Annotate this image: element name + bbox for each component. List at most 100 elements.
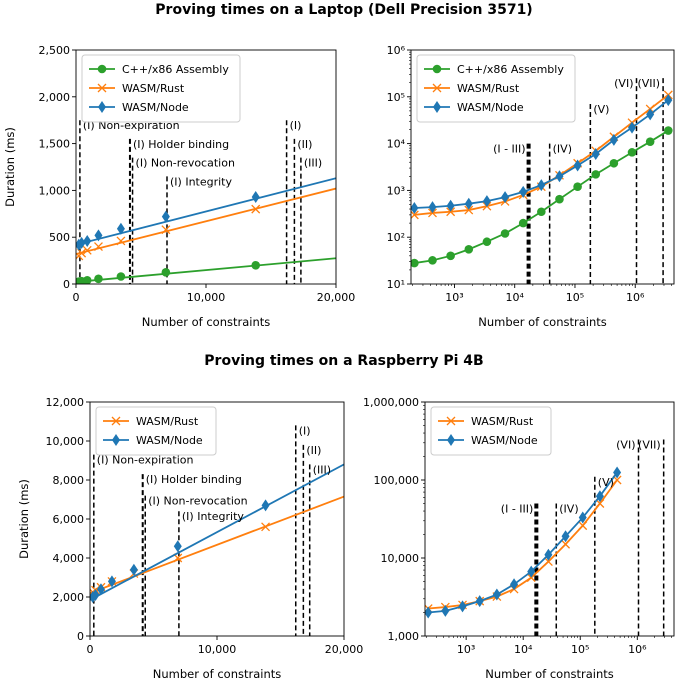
x-tick-label: 10,000 (187, 291, 226, 304)
legend-marker (112, 434, 120, 446)
x-axis-label: Number of constraints (142, 315, 271, 329)
y-tick-label: 10⁵ (387, 91, 405, 104)
data-point (411, 258, 419, 268)
data-point (161, 210, 170, 223)
data-point (77, 236, 86, 249)
y-tick-label: 4,000 (53, 552, 85, 565)
data-point (645, 137, 655, 146)
pi-log-plot-area (425, 439, 665, 636)
y-tick-label: 100,000 (374, 474, 420, 487)
legend-label: C++/x86 Assembly (457, 63, 564, 76)
series-line (76, 177, 336, 246)
data-point (537, 207, 546, 217)
legend-marker (97, 64, 107, 74)
data-point (561, 539, 571, 549)
y-tick-label: 6,000 (53, 513, 85, 526)
data-point (173, 540, 182, 553)
marker-label: (VII) (637, 77, 660, 90)
legend-box (95, 406, 217, 456)
data-point (544, 548, 553, 561)
marker-label: (I) Non-revocation (136, 157, 235, 170)
x-axis-label: Number of constraints (153, 667, 282, 681)
y-tick-label: 10¹ (387, 278, 405, 291)
data-point (591, 147, 600, 160)
y-tick-label: 10⁶ (387, 44, 406, 57)
data-point (464, 245, 474, 254)
data-point (251, 204, 261, 214)
legend-label: WASM/Node (457, 101, 524, 114)
data-point (129, 563, 138, 576)
x-axis-label: Number of constraints (485, 667, 614, 681)
legend-box (416, 54, 576, 123)
legend-label: WASM/Rust (471, 415, 534, 428)
marker-label: (I) Integrity (170, 175, 232, 188)
marker-label: (I) Holder binding (146, 473, 242, 486)
marker-label: (I) Non-expiration (97, 454, 194, 467)
data-point (251, 260, 261, 270)
data-point (526, 573, 536, 583)
legend-marker (98, 101, 106, 113)
data-point (411, 210, 419, 220)
legend-label: WASM/Node (122, 101, 189, 114)
legend-box (430, 406, 552, 456)
y-tick-label: 12,000 (46, 396, 85, 409)
data-point (609, 158, 619, 168)
legend-marker (97, 83, 107, 93)
data-point (510, 578, 519, 591)
data-point (500, 229, 510, 238)
data-point (501, 191, 510, 204)
marker-label: (IV) (559, 502, 578, 515)
data-point (518, 218, 528, 228)
data-point (609, 133, 618, 146)
marker-label: (IV) (553, 143, 572, 156)
y-tick-label: 1,000 (388, 630, 420, 643)
legend-marker (111, 416, 121, 426)
data-point (482, 237, 492, 247)
data-point (543, 557, 553, 567)
data-point (578, 521, 588, 531)
y-tick-label: 1,000,000 (363, 396, 419, 409)
y-tick-label: 0 (77, 630, 84, 643)
legend-marker (432, 83, 442, 93)
data-point (527, 565, 536, 578)
x-tick-label: 0 (73, 291, 80, 304)
data-point (628, 121, 637, 134)
legend-label: WASM/Node (471, 434, 538, 447)
legend-label: C++/x86 Assembly (122, 63, 229, 76)
legend-label: WASM/Node (136, 434, 203, 447)
data-point (428, 201, 437, 214)
data-point (161, 225, 171, 235)
data-point (555, 194, 564, 204)
data-point (646, 108, 655, 121)
x-tick-label: 10⁶ (628, 643, 647, 656)
data-point (492, 588, 501, 601)
data-point (96, 583, 105, 596)
data-point (482, 195, 491, 208)
laptop-log-panel: (I - III) (IV) (V) (VI) (VII) 10¹ 10² 10³ 10⁴ 10⁵… (387, 44, 675, 329)
data-point (664, 126, 673, 135)
y-tick-label: 1,000 (39, 184, 71, 197)
data-point (441, 604, 450, 617)
series-line (428, 479, 618, 610)
data-point (537, 179, 546, 192)
laptop-title: Proving times on a Laptop (Dell Precisio… (155, 2, 533, 18)
y-tick-label: 2,500 (39, 44, 71, 57)
laptop-linear-plot-area (76, 120, 336, 284)
marker-label: (V) (593, 103, 609, 116)
marker-label: (II) (306, 444, 321, 457)
series-line (90, 463, 344, 601)
marker-label: (I) Integrity (182, 510, 244, 523)
pi-title: Proving times on a Raspberry Pi 4B (204, 353, 484, 369)
marker-label: (I - III) (501, 502, 534, 515)
marker-label: (I) Holder binding (133, 138, 229, 151)
data-point (82, 275, 92, 284)
x-axis-label: Number of constraints (478, 315, 607, 329)
marker-label: (II) (297, 138, 312, 151)
data-point (446, 199, 455, 212)
data-point (261, 522, 271, 532)
legend-marker (432, 64, 442, 74)
marker-label: (III) (304, 157, 322, 170)
data-point (411, 202, 419, 215)
y-tick-label: 0 (63, 278, 70, 291)
